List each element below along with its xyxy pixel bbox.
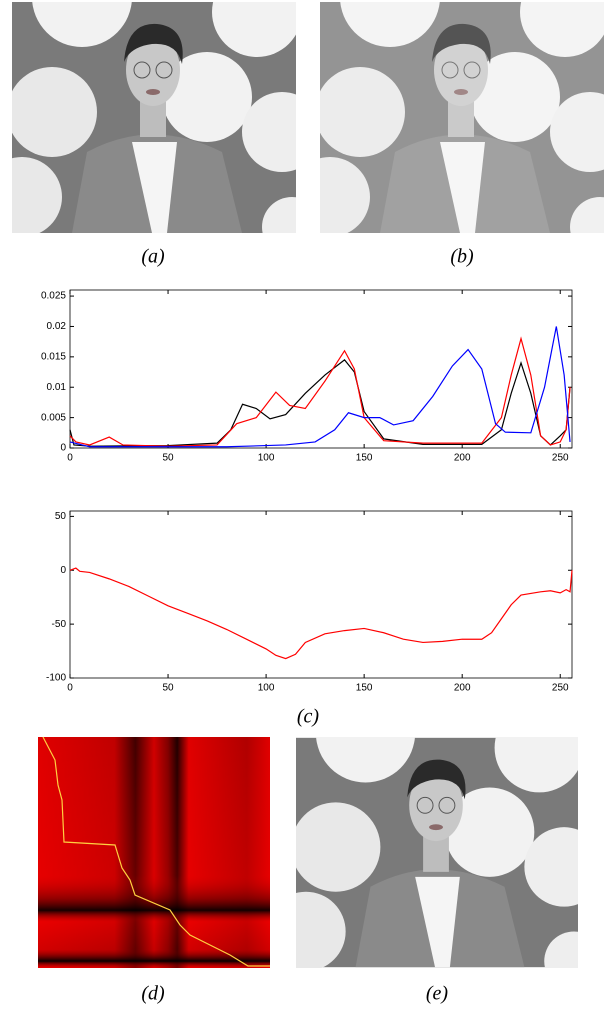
plot-area	[69, 289, 573, 449]
x-tick-label: 200	[454, 453, 471, 464]
line-series	[69, 567, 573, 660]
x-tick-label: 150	[356, 453, 373, 464]
x-tick-label: 200	[454, 683, 471, 694]
panel-label: (e)	[426, 983, 449, 1005]
y-tick-label: 0.015	[41, 351, 66, 362]
x-tick-label: 50	[162, 683, 174, 694]
x-tick-label: 100	[258, 683, 275, 694]
y-tick-label: 0	[60, 565, 66, 576]
image-a	[12, 2, 296, 233]
y-tick-label: 0.01	[47, 382, 67, 393]
line-series	[69, 359, 571, 447]
line-series	[69, 326, 571, 448]
y-tick-label: 50	[55, 511, 67, 522]
y-tick-label: 0.005	[41, 412, 66, 423]
y-tick-label: 0.02	[47, 321, 67, 332]
line-series	[69, 336, 571, 447]
panel-label: (b)	[450, 246, 474, 268]
image-d	[38, 736, 270, 968]
x-tick-label: 0	[67, 453, 73, 464]
x-tick-label: 150	[356, 683, 373, 694]
y-tick-label: -100	[46, 673, 66, 684]
image-b	[320, 2, 604, 233]
panel-label: (a)	[141, 246, 165, 268]
panel-label: (c)	[297, 706, 320, 728]
y-tick-label: 0.025	[41, 291, 66, 302]
x-tick-label: 250	[552, 453, 569, 464]
plot-area	[69, 510, 573, 679]
x-tick-label: 0	[67, 683, 73, 694]
panel-label: (d)	[141, 983, 165, 1005]
x-tick-label: 250	[552, 683, 569, 694]
y-tick-label: -50	[52, 619, 67, 630]
y-tick-label: 0	[60, 443, 66, 454]
image-e	[296, 737, 578, 968]
x-tick-label: 50	[162, 453, 174, 464]
x-tick-label: 100	[258, 453, 275, 464]
